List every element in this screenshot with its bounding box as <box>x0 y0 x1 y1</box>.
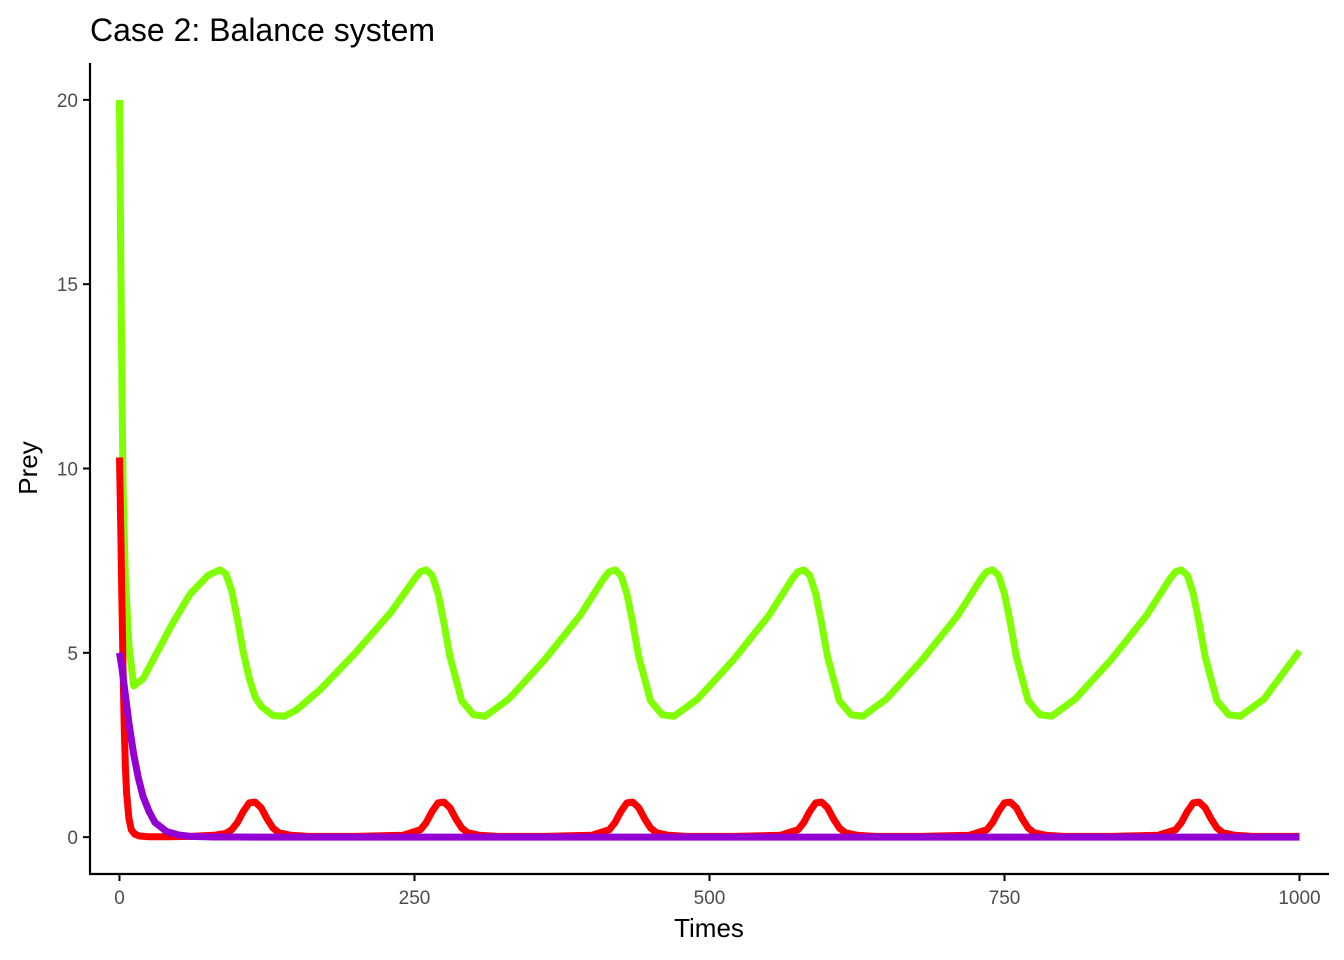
y-tick-label: 0 <box>67 828 78 849</box>
x-tick-label: 1000 <box>1278 888 1320 909</box>
x-tick-label: 250 <box>399 888 431 909</box>
y-tick-label: 5 <box>67 644 78 665</box>
y-axis-ticks: 0 5 10 15 20 <box>57 91 90 849</box>
y-tick-label: 10 <box>57 460 78 481</box>
x-tick-label: 0 <box>114 888 125 909</box>
series-line-3 <box>116 652 1300 841</box>
x-axis-ticks: 0 250 500 750 1000 <box>114 874 1321 909</box>
series-line-1 <box>116 99 1303 720</box>
y-axis-title: Prey <box>13 441 43 494</box>
x-tick-label: 750 <box>989 888 1021 909</box>
x-axis-title: Times <box>674 913 744 943</box>
series-layer <box>116 99 1303 841</box>
x-tick-label: 500 <box>694 888 726 909</box>
y-tick-label: 20 <box>57 91 78 112</box>
chart-title: Case 2: Balance system <box>90 12 435 48</box>
y-tick-label: 15 <box>57 275 78 296</box>
